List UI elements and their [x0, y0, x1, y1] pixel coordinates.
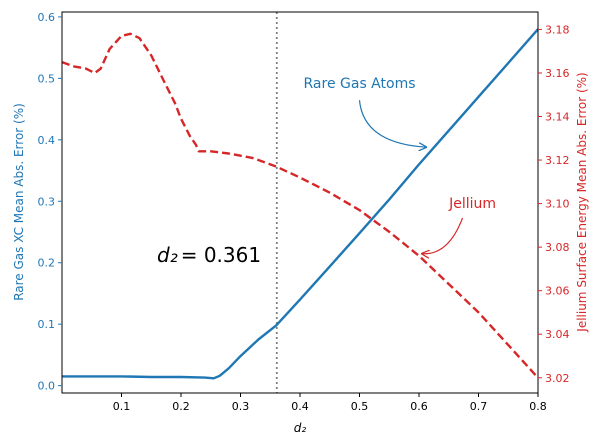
y-right-tick-label: 3.12 [545, 154, 570, 167]
y-right-tick-label: 3.14 [545, 111, 570, 124]
y-axis-left-label: Rare Gas XC Mean Abs. Error (%) [12, 103, 26, 301]
y-axis-right: 3.02 3.04 3.06 3.08 3.10 3.12 3.14 3.16 3.18 [538, 23, 570, 385]
series-line-rare-gas-atoms [62, 28, 539, 380]
x-tick-label: 0.5 [351, 400, 369, 413]
series-line-jellium [61, 32, 539, 379]
annotation-arrow [358, 100, 427, 147]
x-tick-label: 0.4 [291, 400, 309, 413]
y-right-tick-label: 3.16 [545, 67, 570, 80]
y-left-tick-label: 0.6 [38, 11, 56, 24]
x-tick-label: 0.8 [529, 400, 547, 413]
y-right-tick-label: 3.08 [545, 241, 570, 254]
y-axis-left: 0.0 0.1 0.2 0.3 0.4 0.5 0.6 [38, 11, 62, 393]
y-right-tick-label: 3.04 [545, 328, 570, 341]
annotations: Rare Gas Atoms Jellium [304, 76, 496, 254]
y-left-tick-label: 0.0 [38, 380, 56, 393]
vline-label-eq: = 0.361 [181, 243, 261, 267]
y-axis-right-label: Jellium Surface Energy Mean Abs. Error (… [575, 72, 589, 332]
x-axis-label: d₂ [294, 421, 307, 433]
y-right-tick-label: 3.02 [545, 372, 570, 385]
y-left-tick-label: 0.1 [38, 318, 56, 331]
annotation-label: Jellium [448, 196, 496, 212]
annotation-arrow [422, 217, 464, 254]
x-tick-label: 0.1 [113, 400, 131, 413]
y-left-tick-label: 0.3 [38, 195, 56, 208]
y-left-tick-label: 0.2 [38, 257, 56, 270]
vline-label: d₂ = 0.361 [157, 243, 261, 267]
x-tick-label: 0.3 [232, 400, 250, 413]
x-tick-label: 0.7 [470, 400, 488, 413]
y-left-tick-label: 0.4 [38, 134, 56, 147]
annotation-label: Rare Gas Atoms [304, 76, 416, 92]
x-axis: 0.1 0.2 0.3 0.4 0.5 0.6 0.7 0.8 [113, 393, 547, 413]
y-right-tick-label: 3.18 [545, 23, 570, 36]
y-left-tick-label: 0.5 [38, 72, 56, 85]
vline-label-var: d₂ [157, 243, 178, 267]
x-tick-label: 0.6 [410, 400, 428, 413]
x-tick-label: 0.2 [172, 400, 190, 413]
y-right-tick-label: 3.06 [545, 285, 570, 298]
y-right-tick-label: 3.10 [545, 198, 570, 211]
